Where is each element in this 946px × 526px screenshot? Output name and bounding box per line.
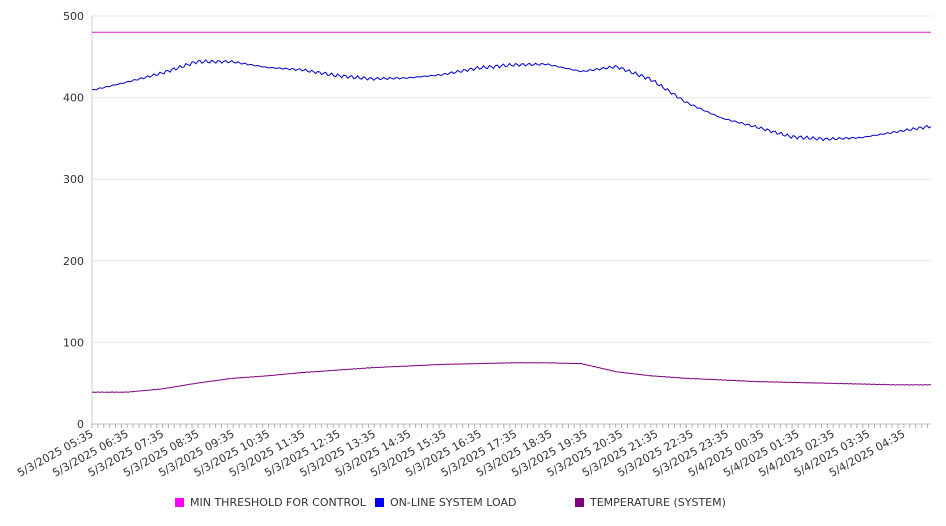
line-chart: 0 100 200 300 400 500 5/3/2025 05:355/3/2025 … [15, 10, 932, 480]
axes [91, 16, 931, 425]
legend-swatch-min-threshold [175, 498, 184, 507]
legend-label-temperature: TEMPERATURE (SYSTEM) [590, 496, 726, 509]
legend-item-system-load[interactable]: ON-LINE SYSTEM LOAD [375, 496, 516, 509]
series-line-temperature-system [91, 362, 931, 393]
y-tick-label-200: 200 [63, 255, 84, 268]
grid-lines [92, 15, 931, 343]
legend-swatch-temperature [575, 498, 584, 507]
y-tick-label-300: 300 [63, 173, 84, 186]
legend-item-temperature[interactable]: TEMPERATURE (SYSTEM) [575, 496, 726, 509]
x-axis-ticks [91, 424, 928, 428]
legend-label-system-load: ON-LINE SYSTEM LOAD [390, 496, 517, 509]
series-line-on-line-system-load [91, 59, 932, 142]
y-tick-label-400: 400 [63, 92, 84, 105]
legend-swatch-system-load [375, 498, 384, 507]
y-tick-label-0: 0 [77, 418, 84, 431]
series-lines [91, 31, 932, 393]
y-tick-label-100: 100 [63, 336, 84, 349]
chart-legend: MIN THRESHOLD FOR CONTROL ON-LINE SYSTEM… [0, 496, 946, 516]
x-axis-tick-labels: 5/3/2025 05:355/3/2025 06:355/3/2025 07:… [15, 427, 907, 479]
y-tick-label-500: 500 [63, 10, 84, 23]
y-axis-tick-labels: 0 100 200 300 400 500 [63, 10, 84, 431]
legend-item-min-threshold[interactable]: MIN THRESHOLD FOR CONTROL [175, 496, 366, 509]
legend-label-min-threshold: MIN THRESHOLD FOR CONTROL [190, 496, 366, 509]
